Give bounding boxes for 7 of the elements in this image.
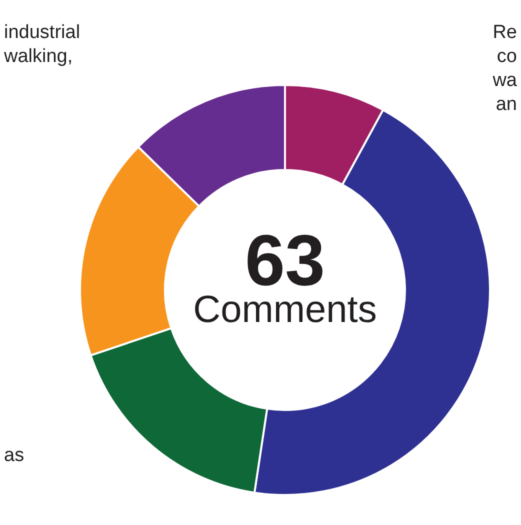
text: as bbox=[4, 445, 24, 466]
text: industrial bbox=[4, 22, 80, 43]
text: walking, bbox=[3, 46, 73, 67]
text: wa bbox=[492, 70, 518, 91]
text: co bbox=[496, 46, 517, 67]
text: Re bbox=[492, 22, 517, 43]
text: an bbox=[496, 94, 517, 115]
